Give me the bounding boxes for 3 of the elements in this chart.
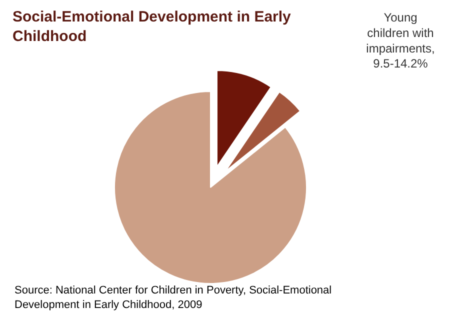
source-note: Source: National Center for Children in Poverty, Social-Emotional Development in Early Childhood, 2009: [14, 284, 332, 311]
chart-title: Social-Emotional Development in Early Childhood: [12, 8, 292, 46]
text: Young children with impairments, 9.5-14.2%: [366, 10, 435, 71]
